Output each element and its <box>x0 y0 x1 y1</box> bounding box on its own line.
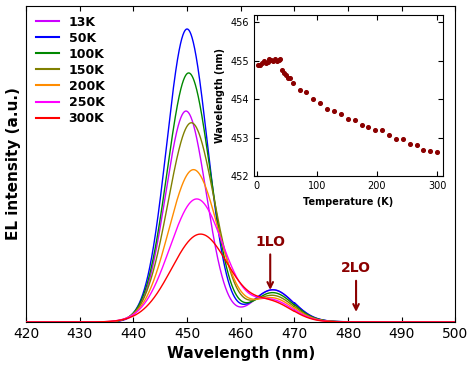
Point <box>406 141 413 147</box>
Point <box>264 59 272 65</box>
Point <box>265 57 273 62</box>
Point <box>273 58 281 63</box>
Point <box>289 80 297 86</box>
X-axis label: Wavelength (nm): Wavelength (nm) <box>166 346 315 361</box>
Point <box>413 142 420 148</box>
Point <box>269 58 277 64</box>
Text: 1LO: 1LO <box>255 235 285 288</box>
Point <box>275 57 283 63</box>
Point <box>258 60 266 66</box>
Point <box>260 58 268 64</box>
Point <box>255 62 262 68</box>
Point <box>317 100 324 106</box>
Point <box>351 117 358 123</box>
Point <box>378 127 386 133</box>
Point <box>344 116 352 122</box>
Point <box>385 132 393 138</box>
Point <box>433 149 441 155</box>
Point <box>256 62 264 68</box>
Point <box>310 96 317 102</box>
Point <box>303 89 310 95</box>
Point <box>282 72 290 78</box>
Point <box>372 127 379 133</box>
Y-axis label: EL intensity (a.u.): EL intensity (a.u.) <box>6 87 20 240</box>
Point <box>337 111 345 117</box>
Point <box>330 109 338 115</box>
Point <box>286 76 293 81</box>
Point <box>323 106 331 112</box>
Point <box>262 60 270 66</box>
Point <box>392 136 400 142</box>
Point <box>284 75 292 81</box>
Point <box>277 57 284 62</box>
Point <box>358 122 365 128</box>
Point <box>281 70 288 76</box>
Text: 2LO: 2LO <box>341 261 371 310</box>
Y-axis label: Wavelength (nm): Wavelength (nm) <box>215 48 225 143</box>
Point <box>419 147 427 153</box>
Point <box>365 124 372 130</box>
Point <box>279 67 286 73</box>
Point <box>296 87 303 93</box>
Point <box>399 136 407 142</box>
Point <box>427 149 434 155</box>
Point <box>271 57 279 62</box>
Point <box>267 57 275 63</box>
X-axis label: Temperature (K): Temperature (K) <box>303 197 393 207</box>
Legend: 13K, 50K, 100K, 150K, 200K, 250K, 300K: 13K, 50K, 100K, 150K, 200K, 250K, 300K <box>32 12 108 129</box>
